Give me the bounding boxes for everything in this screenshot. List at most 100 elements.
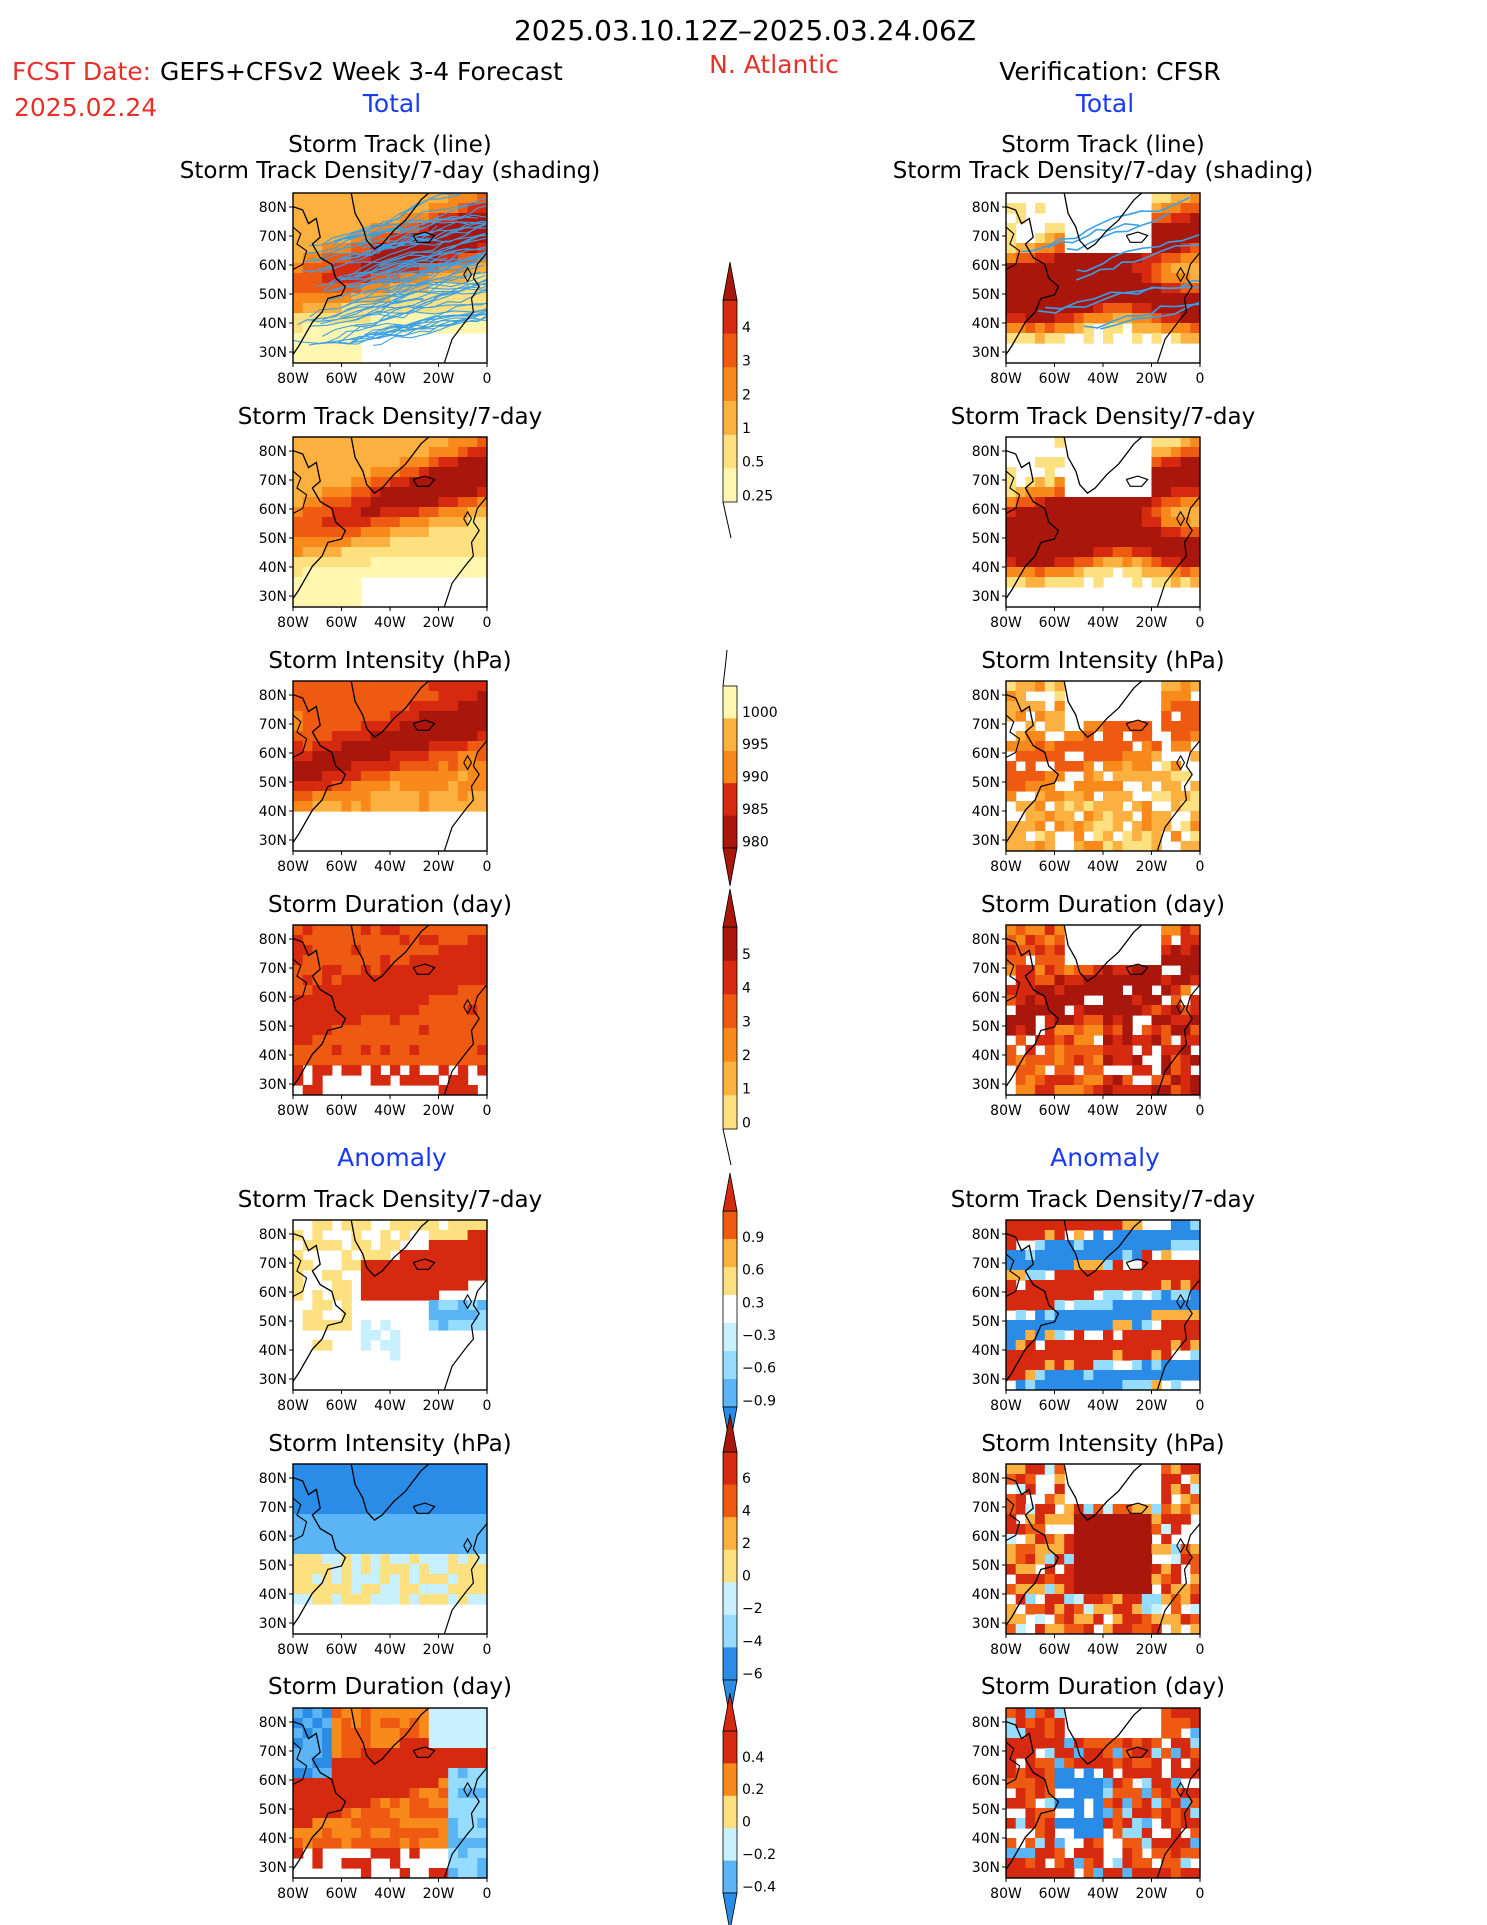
grid-cell xyxy=(360,467,372,478)
grid-cell xyxy=(1035,1858,1046,1869)
grid-cell xyxy=(448,1524,459,1535)
grid-cell xyxy=(1180,477,1191,488)
grid-cell xyxy=(448,1708,459,1719)
grid-cell xyxy=(331,1718,343,1729)
lon-label: 0 xyxy=(1196,615,1205,631)
storm-track-line xyxy=(297,291,414,325)
grid-cell xyxy=(1112,1758,1123,1769)
grid-cell xyxy=(1190,995,1200,1006)
grid-cell xyxy=(341,1055,352,1066)
grid-cell xyxy=(477,1310,487,1321)
grid-cell xyxy=(1035,1788,1046,1799)
grid-cell xyxy=(1025,945,1036,956)
grid-cell xyxy=(1083,1310,1094,1321)
grid-cell xyxy=(1122,771,1133,782)
grid-cell xyxy=(1015,1564,1026,1575)
grid-cell xyxy=(1161,303,1172,314)
grid-cell xyxy=(419,1768,430,1779)
grid-cell xyxy=(1141,1250,1153,1261)
grid-cell xyxy=(457,1594,469,1605)
grid-cell xyxy=(1015,507,1026,518)
grid-cell xyxy=(331,313,343,324)
grid-cell xyxy=(1044,1035,1056,1046)
grid-cell xyxy=(341,1564,352,1575)
grid-cell xyxy=(1180,1808,1191,1819)
grid-cell xyxy=(312,1290,323,1301)
grid-cell xyxy=(448,1260,459,1271)
grid-cell xyxy=(1015,821,1026,832)
grid-cell xyxy=(1044,497,1056,508)
grid-cell xyxy=(1151,1808,1162,1819)
storm-track-line xyxy=(360,216,479,242)
grid-cell xyxy=(1015,1055,1026,1066)
grid-cell xyxy=(419,477,430,488)
grid-cell xyxy=(322,557,333,568)
grid-cell xyxy=(360,1494,372,1505)
grid-cell xyxy=(1006,1270,1017,1281)
grid-cell xyxy=(370,1708,381,1719)
grid-cell xyxy=(331,681,343,692)
grid-cell xyxy=(1161,1788,1172,1799)
grid-cell xyxy=(360,1220,372,1231)
grid-cell xyxy=(380,1778,391,1789)
grid-cell xyxy=(1015,1320,1026,1331)
grid-cell xyxy=(457,1065,469,1076)
grid-cell xyxy=(322,477,333,488)
grid-cell xyxy=(390,193,401,204)
grid-cell xyxy=(390,557,401,568)
grid-cell xyxy=(1132,1564,1143,1575)
grid-cell xyxy=(419,1718,430,1729)
grid-cell xyxy=(1083,1848,1094,1859)
grid-cell xyxy=(1093,1270,1104,1281)
grid-cell xyxy=(477,293,487,304)
grid-cell xyxy=(1141,537,1153,548)
grid-cell xyxy=(1190,1330,1200,1341)
grid-cell xyxy=(1103,1624,1114,1634)
colorbar-label: −0.3 xyxy=(742,1328,776,1344)
grid-cell xyxy=(1064,567,1075,578)
grid-cell xyxy=(1025,965,1036,976)
grid-cell xyxy=(312,243,323,254)
grid-cell xyxy=(1103,1045,1114,1056)
grid-cell xyxy=(1093,1574,1104,1585)
lat-label: 60N xyxy=(972,502,1000,518)
grid-cell xyxy=(1054,1818,1065,1829)
grid-cell xyxy=(1180,1065,1191,1076)
grid-cell xyxy=(1103,1778,1114,1789)
british-isles-coast xyxy=(463,998,473,1015)
grid-cell xyxy=(1093,577,1104,588)
grid-cell xyxy=(1180,841,1191,851)
grid-cell xyxy=(409,567,420,578)
grid-cell xyxy=(293,1290,304,1301)
grid-cell xyxy=(448,1594,459,1605)
grid-cell xyxy=(1006,985,1017,996)
grid-cell xyxy=(1161,1524,1172,1535)
grid-cell xyxy=(467,537,478,548)
grid-cell xyxy=(438,1748,449,1759)
colorbar-segment xyxy=(723,1795,737,1829)
grid-cell xyxy=(1141,1085,1153,1095)
grid-cell xyxy=(1064,1250,1075,1261)
grid-cell xyxy=(1064,985,1075,996)
grid-cell xyxy=(1015,323,1026,334)
grid-cell xyxy=(1170,1848,1182,1859)
grid-cell xyxy=(1064,1015,1075,1026)
grid-cell xyxy=(1025,1220,1036,1231)
grid-cell xyxy=(370,935,381,946)
fcst-date: 2025.02.24 xyxy=(14,93,157,122)
grid-cell xyxy=(467,1868,478,1878)
grid-cell xyxy=(370,1808,381,1819)
grid-cell xyxy=(370,721,381,732)
grid-cell xyxy=(380,1005,391,1016)
lon-label: 0 xyxy=(483,1398,492,1414)
grid-cell xyxy=(1103,1380,1114,1390)
grid-cell xyxy=(312,1045,323,1056)
grid-cell xyxy=(419,1250,430,1261)
grid-cell xyxy=(1141,831,1153,842)
grid-cell xyxy=(302,1025,313,1036)
grid-cell xyxy=(438,527,449,538)
grid-cell xyxy=(1170,1868,1182,1878)
grid-cell xyxy=(1103,1360,1114,1371)
grid-cell xyxy=(331,1504,343,1515)
grid-cell xyxy=(341,223,352,234)
